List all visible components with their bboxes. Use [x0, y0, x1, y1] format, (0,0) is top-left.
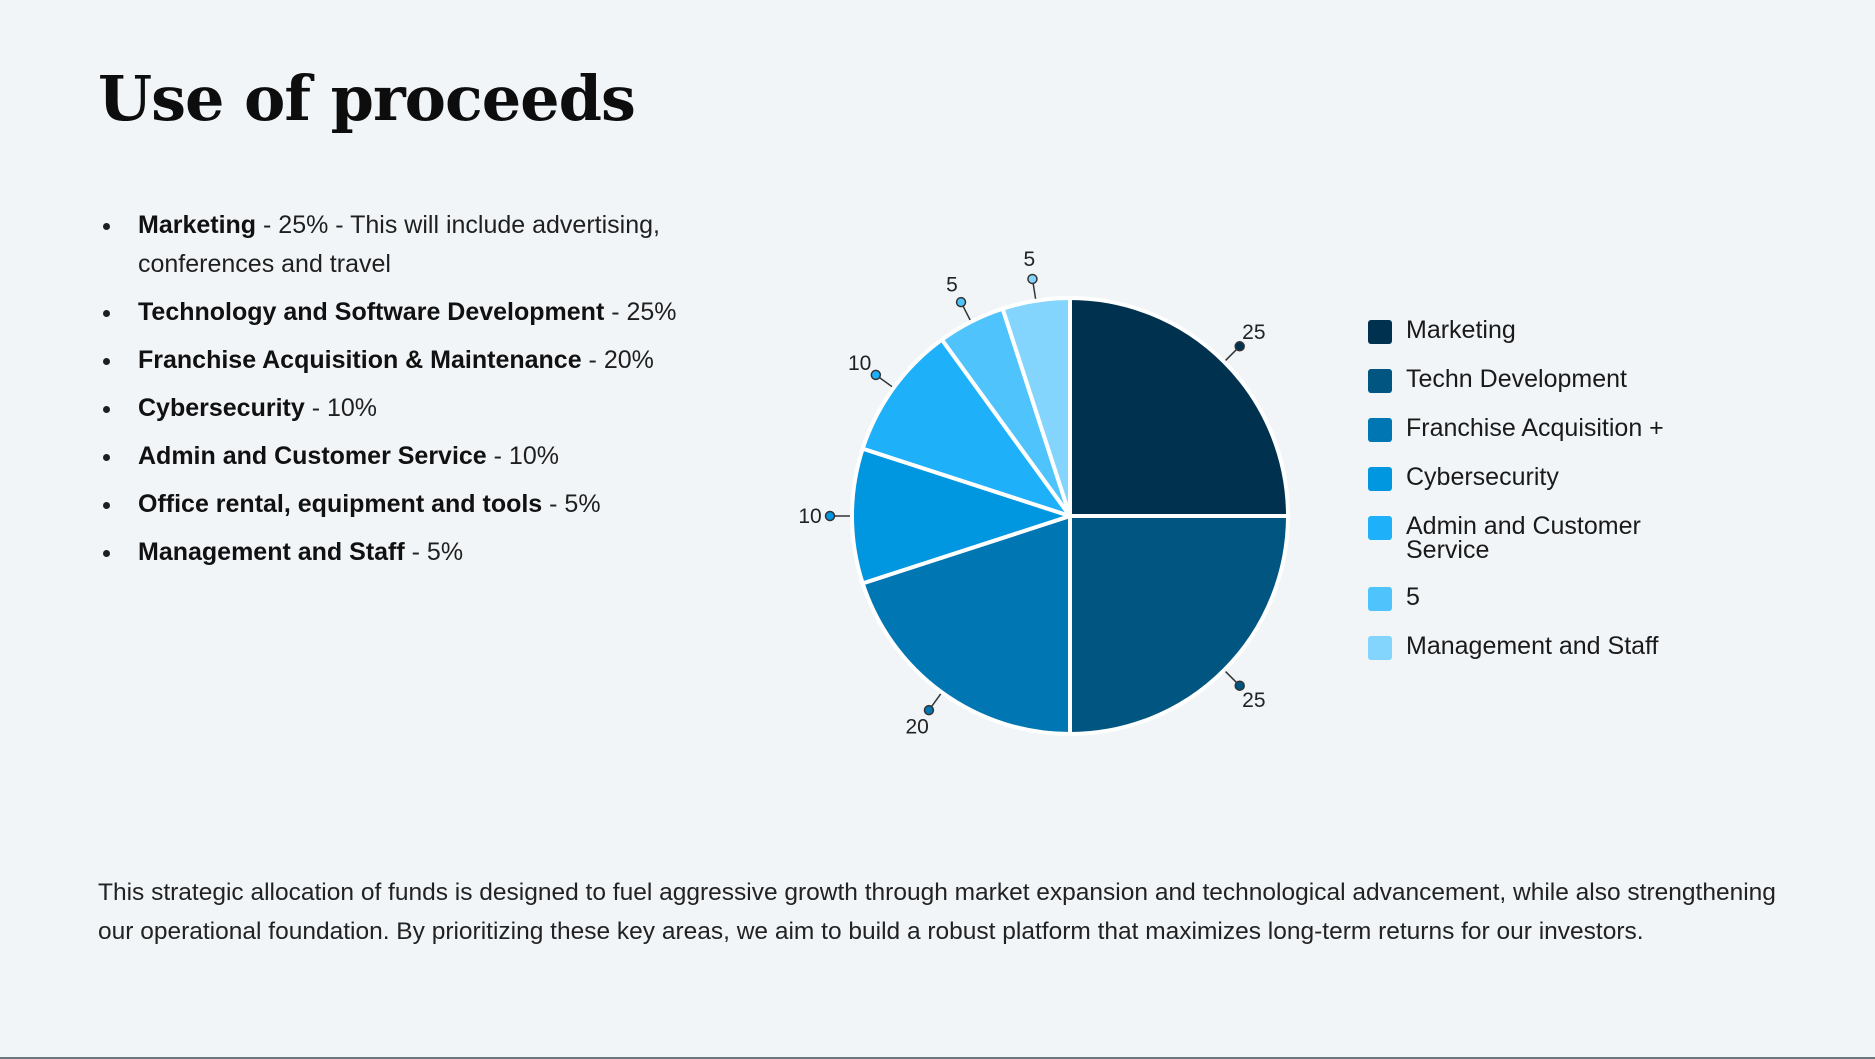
- data-label-marker: [824, 510, 836, 522]
- data-label: 25: [1242, 689, 1265, 712]
- list-item-detail: - 5%: [542, 490, 601, 518]
- data-label-marker: [1234, 680, 1245, 691]
- legend-swatch: [1368, 467, 1392, 491]
- pie-slice: [850, 446, 1072, 586]
- legend-swatch: [1368, 369, 1392, 393]
- proceeds-list: Marketing - 25% - This will include adve…: [98, 206, 738, 581]
- pie-slice: [1068, 296, 1290, 518]
- legend-item: 5: [1368, 585, 1708, 611]
- data-label: 10: [848, 352, 871, 375]
- legend-label: Franchise Acquisition +: [1406, 414, 1664, 442]
- bottom-divider: [0, 1057, 1875, 1059]
- list-item: Marketing - 25% - This will include adve…: [98, 206, 738, 284]
- data-label: 5: [1023, 248, 1035, 271]
- legend-swatch: [1368, 587, 1392, 611]
- list-item-title: Admin and Customer Service: [138, 442, 487, 470]
- data-label-marker: [955, 296, 967, 308]
- list-item: Cybersecurity - 10%: [98, 389, 738, 428]
- data-label: 25: [1242, 321, 1265, 344]
- legend-swatch: [1368, 636, 1392, 660]
- list-item-detail: - 10%: [304, 394, 378, 422]
- summary-paragraph: This strategic allocation of funds is de…: [98, 879, 1776, 945]
- data-label-marker: [1234, 341, 1245, 352]
- legend-item: Techn Development: [1368, 367, 1708, 393]
- page-title: Use of proceeds: [98, 62, 636, 135]
- list-item: Management and Staff - 5%: [98, 533, 738, 572]
- pie-slice: [860, 514, 1072, 736]
- pie-chart: 25 25 20 10 10 5 5: [780, 230, 1320, 770]
- pie-slice: [1068, 514, 1290, 736]
- legend-item: Franchise Acquisition +: [1368, 416, 1708, 442]
- data-label: 20: [905, 715, 928, 738]
- data-label-marker: [1027, 273, 1038, 285]
- legend-item: Marketing: [1368, 318, 1708, 344]
- list-item: Office rental, equipment and tools - 5%: [98, 485, 738, 524]
- list-item-detail: - 25%: [604, 298, 677, 326]
- list-item-title: Management and Staff: [138, 538, 405, 566]
- chart-legend: Marketing Techn Development Franchise Ac…: [1368, 318, 1708, 683]
- legend-label: 5: [1406, 583, 1420, 611]
- pie-slice: [860, 337, 1072, 518]
- legend-swatch: [1368, 320, 1392, 344]
- legend-label: Management and Staff: [1406, 632, 1659, 660]
- list-item-detail: - 5%: [404, 538, 464, 566]
- legend-label: Admin and Customer Service: [1406, 512, 1641, 564]
- list-item: Admin and Customer Service - 10%: [98, 437, 738, 476]
- legend-item: Management and Staff: [1368, 634, 1708, 660]
- legend-label: Techn Development: [1406, 365, 1627, 393]
- pie-chart-svg: 25 25 20 10 10 5 5: [798, 248, 1290, 738]
- list-item-title: Technology and Software Development: [138, 298, 605, 326]
- list-item: Franchise Acquisition & Maintenance - 20…: [98, 341, 738, 380]
- list-item-title: Office rental, equipment and tools: [138, 490, 543, 518]
- list-item-detail: - 25% - This will include advertising, c…: [138, 211, 660, 278]
- legend-swatch: [1368, 516, 1392, 540]
- list-item-title: Franchise Acquisition & Maintenance: [138, 346, 582, 374]
- legend-swatch: [1368, 418, 1392, 442]
- list-item-detail: - 10%: [486, 442, 559, 470]
- data-label: 5: [946, 273, 958, 296]
- list-item-title: Marketing: [138, 211, 257, 239]
- legend-item: Admin and Customer Service: [1368, 512, 1708, 564]
- legend-item: Cybersecurity: [1368, 465, 1708, 491]
- legend-label: Cybersecurity: [1406, 463, 1559, 491]
- legend-label: Marketing: [1406, 316, 1516, 344]
- pie-slice: [1000, 296, 1072, 518]
- list-item-detail: - 20%: [581, 346, 654, 374]
- list-item-title: Cybersecurity: [138, 394, 305, 422]
- data-label-marker: [923, 704, 935, 716]
- data-label: 10: [798, 505, 821, 528]
- data-label-marker: [870, 369, 882, 381]
- list-item: Technology and Software Development - 25…: [98, 293, 738, 332]
